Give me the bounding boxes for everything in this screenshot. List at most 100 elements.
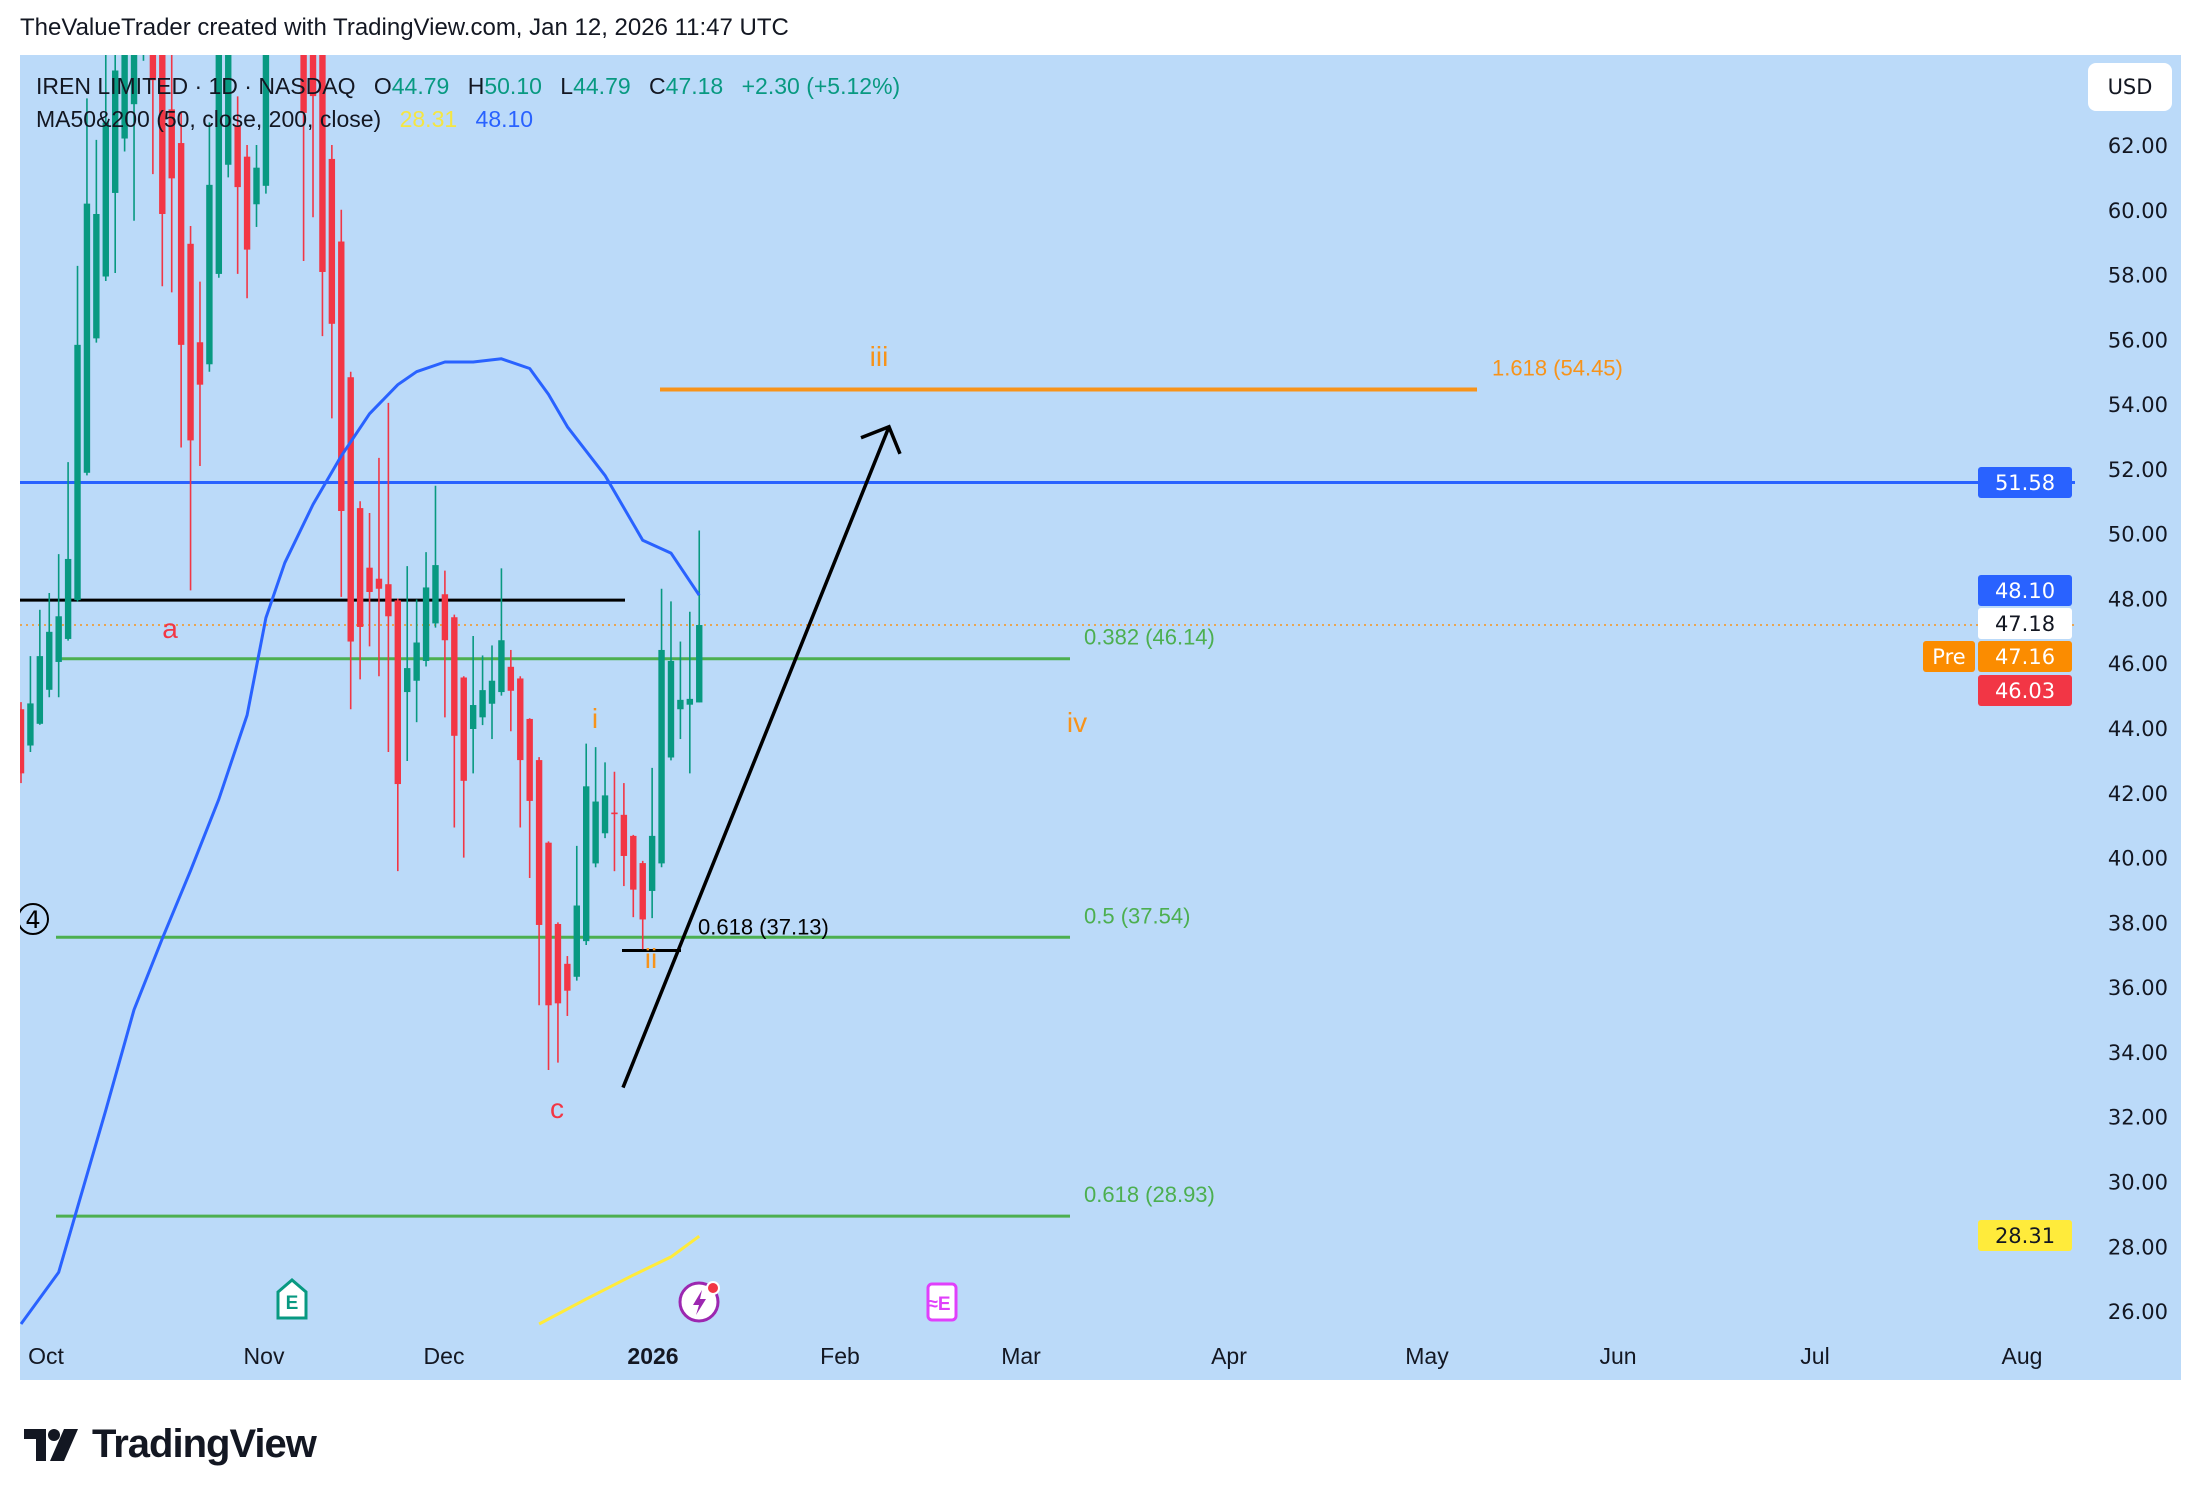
candle bbox=[545, 841, 552, 1071]
fib-level-label: 0.618 (28.93) bbox=[1084, 1182, 1215, 1207]
candle-body bbox=[677, 699, 684, 710]
price-tag-premarket: 47.16 bbox=[1978, 641, 2072, 672]
price-tick-label: 26.00 bbox=[2108, 1300, 2168, 1324]
price-tick-label: 32.00 bbox=[2108, 1106, 2168, 1130]
candle-body bbox=[149, 55, 157, 81]
candle-body bbox=[460, 677, 467, 781]
candle bbox=[149, 55, 157, 175]
candle bbox=[338, 209, 345, 597]
candle bbox=[159, 55, 166, 287]
upcoming-earnings-icon-label: ≈E bbox=[927, 1294, 950, 1315]
candle bbox=[592, 747, 599, 868]
candle bbox=[601, 762, 609, 839]
candle bbox=[300, 55, 307, 261]
candle-body bbox=[215, 55, 223, 274]
price-tag-ma200: 28.31 bbox=[1978, 1220, 2072, 1251]
chart-pane[interactable] bbox=[20, 55, 2181, 1380]
low-value: 44.79 bbox=[573, 73, 631, 99]
lightning-icon[interactable] bbox=[678, 1281, 720, 1323]
symbol-label: IREN LIMITED · 1D · NASDAQ bbox=[36, 73, 356, 99]
projection-arrow bbox=[621, 426, 891, 1089]
candle-body bbox=[375, 578, 383, 589]
earnings-icon[interactable]: E bbox=[276, 1278, 308, 1320]
tradingview-logo-text: TradingView bbox=[92, 1422, 317, 1466]
currency-button[interactable]: USD bbox=[2088, 63, 2172, 111]
close-value: 47.18 bbox=[665, 73, 724, 99]
candle-body bbox=[20, 709, 25, 774]
candle-body bbox=[394, 600, 401, 785]
candle-body bbox=[545, 842, 552, 1006]
time-axis[interactable]: Oct Nov Dec 2026 Feb Mar Apr May Jun Jul Aug bbox=[28, 1343, 2042, 1369]
candle bbox=[253, 145, 260, 227]
wave-label-iv: iv bbox=[1067, 707, 1087, 738]
candle-body bbox=[309, 55, 317, 97]
candle bbox=[526, 718, 533, 878]
candle bbox=[121, 55, 128, 152]
candle-body bbox=[573, 905, 580, 977]
price-tag-ma50: 48.10 bbox=[1978, 575, 2072, 606]
time-tick-label: Dec bbox=[424, 1343, 465, 1369]
wave-circle-partial bbox=[0, 482, 19, 512]
candle bbox=[225, 55, 232, 178]
candle bbox=[535, 757, 543, 1006]
low-label: L bbox=[560, 73, 574, 99]
candle-body bbox=[36, 656, 44, 724]
candle bbox=[64, 462, 72, 641]
candle bbox=[356, 501, 364, 680]
candle-body bbox=[422, 587, 430, 661]
price-tick-label: 28.00 bbox=[2108, 1235, 2168, 1259]
candle bbox=[319, 55, 326, 337]
time-tick-label: Aug bbox=[2002, 1343, 2043, 1369]
candle bbox=[272, 0, 278, 51]
candle bbox=[639, 860, 646, 950]
candle-body bbox=[74, 344, 81, 601]
attribution-text: TheValueTrader created with TradingView.… bbox=[20, 14, 789, 41]
indicator-label: MA50&200 (50, close, 200, close) bbox=[36, 106, 382, 132]
candle bbox=[102, 55, 109, 282]
candle-body bbox=[102, 122, 109, 277]
change-value: +2.30 (+5.12%) bbox=[741, 73, 901, 99]
candle bbox=[630, 834, 637, 918]
candle bbox=[366, 512, 373, 647]
candle-body bbox=[488, 680, 496, 704]
price-axis[interactable]: 62.00 60.00 58.00 56.00 54.00 52.00 50.00 48.00… bbox=[2108, 134, 2168, 1324]
candle-body bbox=[639, 863, 646, 920]
upcoming-earnings-icon[interactable]: ≈E bbox=[926, 1282, 958, 1322]
candle-body bbox=[658, 649, 665, 864]
candle bbox=[554, 922, 562, 1063]
price-tick-label: 54.00 bbox=[2108, 393, 2168, 417]
wave-label-a: a bbox=[162, 613, 178, 644]
candle-body bbox=[83, 203, 91, 473]
notification-dot bbox=[706, 1281, 720, 1295]
legend-symbol-row[interactable]: IREN LIMITED · 1D · NASDAQ O44.79 H50.10… bbox=[36, 70, 900, 103]
candle bbox=[648, 767, 656, 919]
price-tag-last: 47.18 bbox=[1978, 608, 2072, 639]
candle-body bbox=[243, 156, 251, 250]
candle-body bbox=[46, 631, 53, 690]
candle-body bbox=[262, 55, 270, 186]
candle-body bbox=[177, 143, 185, 345]
candle bbox=[27, 656, 34, 752]
candle-body bbox=[225, 55, 232, 165]
close-label: C bbox=[649, 73, 666, 99]
open-label: O bbox=[373, 73, 392, 99]
tradingview-logo-icon bbox=[24, 1428, 78, 1461]
candle bbox=[243, 145, 251, 299]
candle bbox=[112, 55, 119, 273]
candle-body bbox=[517, 678, 524, 761]
time-tick-label: 2026 bbox=[627, 1343, 678, 1369]
candle bbox=[611, 771, 618, 872]
time-tick-label: Feb bbox=[820, 1343, 860, 1369]
candle-body bbox=[55, 616, 62, 662]
candle bbox=[507, 649, 515, 732]
legend-indicator-row[interactable]: MA50&200 (50, close, 200, close) 28.31 4… bbox=[36, 103, 900, 136]
candle bbox=[234, 96, 241, 274]
candle-body bbox=[583, 786, 590, 942]
candle-body bbox=[526, 718, 533, 801]
ma50-line bbox=[20, 357, 701, 1325]
candle bbox=[394, 598, 401, 872]
candle bbox=[573, 845, 580, 981]
candle bbox=[517, 676, 524, 828]
tradingview-logo[interactable]: TradingView bbox=[24, 1422, 317, 1467]
